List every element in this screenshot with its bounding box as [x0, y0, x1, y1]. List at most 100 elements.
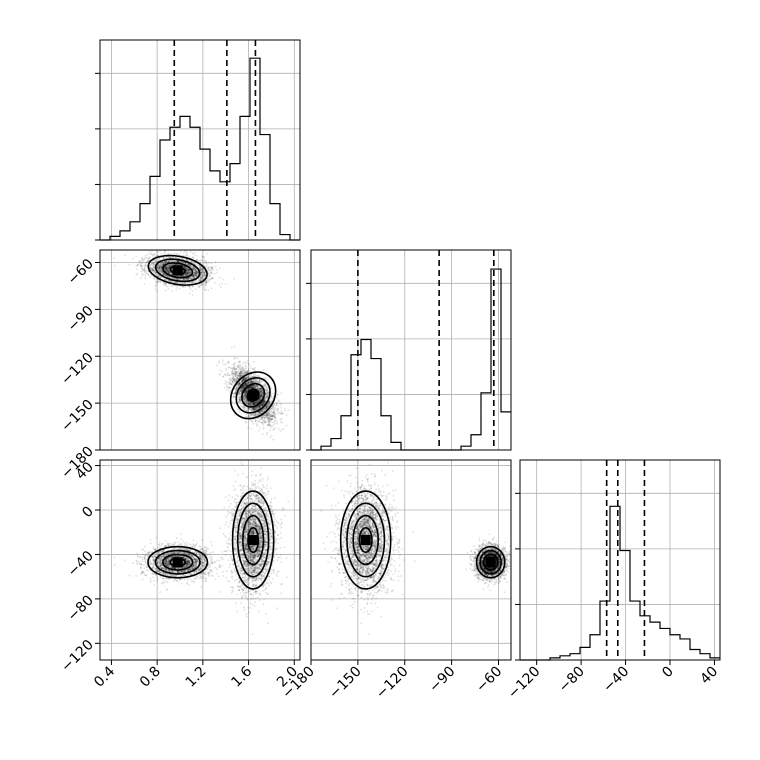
sample-point: [247, 377, 250, 379]
sample-point: [218, 373, 221, 376]
sample-point: [249, 401, 251, 404]
x-tick-label: 0: [659, 664, 677, 682]
sample-point: [270, 435, 273, 437]
sample-point: [265, 415, 268, 417]
sample-point: [267, 402, 269, 405]
sample-point: [193, 272, 196, 275]
sample-point: [249, 386, 251, 389]
sample-point: [213, 273, 216, 275]
sample-point: [266, 389, 268, 391]
sample-point: [167, 264, 169, 267]
sample-point: [242, 378, 245, 381]
sample-point: [242, 405, 245, 408]
sample-point: [146, 253, 149, 256]
sample-point: [239, 399, 242, 402]
sample-point: [239, 372, 241, 374]
sample-point: [264, 399, 266, 402]
sample-point: [167, 265, 170, 268]
sample-point: [256, 401, 258, 403]
sample-point: [153, 277, 156, 280]
sample-point: [272, 405, 274, 408]
sample-point: [159, 270, 162, 272]
sample-point: [166, 261, 169, 264]
sample-point: [244, 397, 247, 400]
sample-point: [151, 267, 154, 270]
sample-point: [173, 281, 176, 284]
sample-point: [200, 278, 203, 280]
sample-point: [224, 382, 227, 385]
sample-point: [260, 403, 263, 406]
sample-point: [181, 275, 184, 277]
sample-point: [188, 255, 191, 258]
sample-point: [244, 364, 246, 367]
sample-point: [158, 264, 160, 266]
sample-point: [175, 277, 178, 280]
sample-point: [191, 276, 194, 279]
sample-point: [242, 407, 244, 410]
sample-point: [248, 388, 251, 391]
sample-point: [232, 363, 235, 366]
sample-point: [163, 273, 166, 275]
sample-point: [174, 256, 177, 259]
sample-point: [164, 274, 167, 276]
sample-point: [266, 414, 269, 417]
sample-point: [135, 264, 138, 267]
sample-point: [240, 372, 243, 375]
sample-point: [201, 283, 204, 286]
sample-point: [194, 273, 197, 275]
sample-point: [258, 399, 260, 402]
sample-point: [201, 269, 204, 272]
sample-point: [184, 278, 187, 280]
sample-point: [271, 418, 273, 421]
sample-point: [238, 393, 241, 396]
sample-point: [237, 361, 239, 363]
sample-point: [243, 398, 246, 400]
sample-point: [245, 401, 247, 403]
sample-point: [155, 259, 158, 262]
sample-point: [273, 403, 275, 405]
sample-point: [165, 268, 167, 271]
sample-point: [268, 418, 271, 421]
sample-point: [200, 273, 203, 276]
sample-point: [241, 374, 243, 377]
sample-point: [242, 362, 245, 364]
sample-point: [191, 252, 194, 255]
sample-point: [229, 382, 232, 385]
sample-point: [193, 266, 196, 269]
sample-point: [236, 386, 238, 389]
sample-point: [261, 402, 264, 405]
x-tick-label: −40: [600, 664, 632, 696]
sample-point: [259, 396, 261, 399]
sample-point: [205, 265, 208, 268]
histogram-step: [311, 268, 511, 451]
sample-point: [255, 381, 257, 384]
sample-point: [199, 268, 202, 271]
sample-point: [161, 270, 164, 273]
sample-point: [238, 361, 241, 364]
sample-point: [207, 261, 210, 264]
sample-point: [186, 258, 189, 261]
sample-point: [230, 367, 232, 370]
sample-point: [260, 394, 263, 397]
sample-point: [205, 282, 207, 285]
sample-point: [168, 270, 170, 273]
sample-point: [255, 379, 258, 382]
sample-point: [188, 264, 191, 267]
sample-point: [195, 270, 198, 273]
sample-point: [259, 394, 262, 397]
sample-point: [193, 252, 196, 255]
sample-point: [218, 276, 221, 279]
sample-point: [190, 276, 192, 279]
sample-point: [233, 370, 236, 373]
sample-point: [185, 272, 188, 275]
sample-point: [168, 260, 170, 263]
sample-point: [238, 392, 241, 395]
sample-point: [264, 378, 267, 381]
sample-point: [244, 394, 247, 397]
sample-point: [231, 367, 234, 370]
sample-point: [246, 382, 249, 385]
sample-point: [249, 419, 252, 422]
sample-point: [238, 410, 241, 413]
sample-point: [263, 402, 266, 404]
sample-point: [214, 265, 217, 268]
